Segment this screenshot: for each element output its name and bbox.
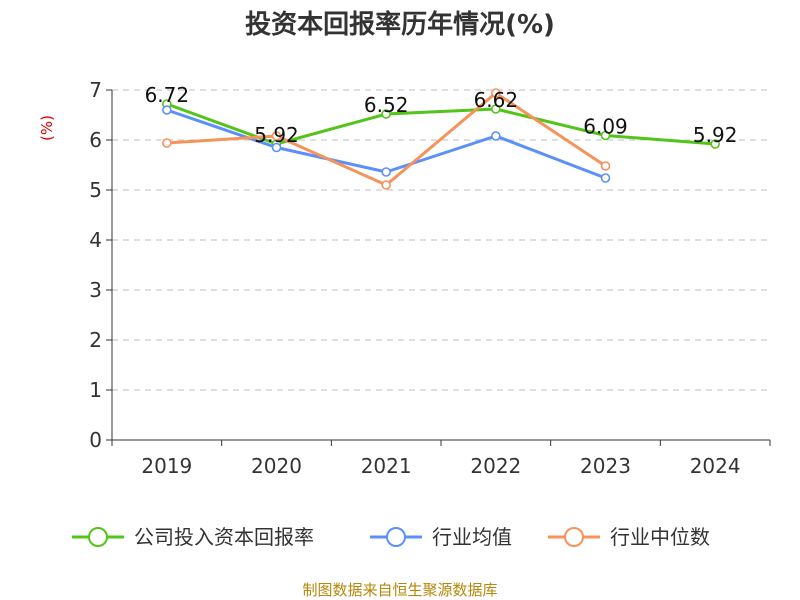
x-tick-label: 2022 bbox=[470, 454, 521, 478]
data-label: 5.92 bbox=[693, 123, 738, 147]
legend-marker bbox=[386, 527, 406, 547]
legend-label: 公司投入资本回报率 bbox=[134, 525, 314, 549]
legend-item-3[interactable]: 行业中位数 bbox=[548, 525, 710, 549]
y-tick-label: 1 bbox=[89, 378, 102, 402]
grid-lines bbox=[112, 89, 770, 391]
chart-title: 投资本回报率历年情况(%) bbox=[245, 9, 555, 40]
y-tick-label: 3 bbox=[89, 278, 102, 302]
data-label: 6.52 bbox=[364, 93, 409, 117]
y-tick-label: 6 bbox=[89, 128, 102, 152]
series-2 bbox=[162, 105, 611, 183]
data-point[interactable] bbox=[162, 105, 172, 115]
x-tick-label: 2021 bbox=[361, 454, 412, 478]
data-point[interactable] bbox=[271, 142, 282, 153]
legend-label: 行业均值 bbox=[432, 525, 512, 549]
y-tick-label: 2 bbox=[89, 328, 102, 352]
y-tick-label: 0 bbox=[89, 428, 102, 452]
y-axis-unit: (%) bbox=[38, 115, 56, 141]
x-tick-label: 2019 bbox=[141, 454, 192, 478]
data-label: 6.72 bbox=[145, 83, 190, 107]
y-tick-label: 4 bbox=[89, 228, 102, 252]
data-point[interactable] bbox=[710, 139, 720, 149]
source-note: 制图数据来自恒生聚源数据库 bbox=[302, 581, 497, 599]
data-label: 6.09 bbox=[583, 115, 628, 139]
data-point[interactable] bbox=[491, 88, 501, 98]
x-tick-label: 2020 bbox=[251, 454, 302, 478]
data-point[interactable] bbox=[381, 167, 391, 177]
data-point[interactable] bbox=[381, 109, 391, 119]
data-point[interactable] bbox=[600, 161, 611, 171]
data-labels: 6.72 5.92 6.52 6.62 6.09 5.92 bbox=[145, 83, 738, 147]
data-point[interactable] bbox=[162, 138, 172, 148]
legend-item-2[interactable]: 行业均值 bbox=[370, 525, 512, 549]
x-tick-label: 2024 bbox=[690, 454, 741, 478]
series-3 bbox=[162, 88, 611, 190]
legend-marker bbox=[88, 527, 108, 547]
axes: 0 1 2 3 4 5 6 7 2019 2020 2021 2022 2023 2024 bbox=[89, 78, 771, 478]
y-tick-label: 5 bbox=[89, 178, 102, 202]
y-tick-label: 7 bbox=[89, 78, 102, 102]
legend[interactable]: 公司投入资本回报率 行业均值 行业中位数 bbox=[72, 525, 710, 549]
data-point[interactable] bbox=[600, 130, 611, 141]
x-tick-label: 2023 bbox=[580, 454, 631, 478]
series-lines bbox=[162, 88, 720, 190]
data-label: 6.62 bbox=[474, 88, 519, 112]
data-point[interactable] bbox=[491, 104, 501, 114]
data-point[interactable] bbox=[600, 173, 611, 183]
legend-label: 行业中位数 bbox=[610, 525, 710, 549]
legend-item-1[interactable]: 公司投入资本回报率 bbox=[72, 525, 314, 549]
legend-marker bbox=[564, 527, 584, 547]
data-label: 5.92 bbox=[254, 123, 299, 147]
data-point[interactable] bbox=[381, 180, 391, 190]
data-point[interactable] bbox=[491, 131, 501, 141]
data-point[interactable] bbox=[271, 131, 282, 141]
